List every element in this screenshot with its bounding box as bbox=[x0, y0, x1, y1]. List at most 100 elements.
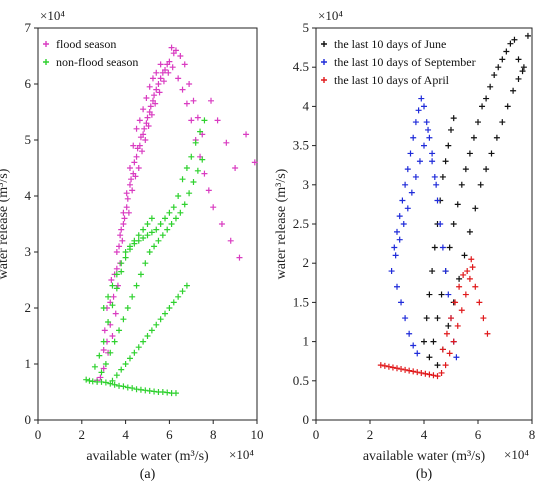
panel-1-series-1-point-98 bbox=[143, 95, 150, 101]
panel-1-series-2-point-38 bbox=[157, 221, 164, 227]
panel-1-series-1-point-68 bbox=[152, 100, 159, 107]
panel-2-series-3-point-10 bbox=[414, 369, 421, 376]
panel-1-series-1-point-39 bbox=[116, 243, 123, 250]
panel-1-series-2-point-55 bbox=[124, 305, 131, 311]
panel-2-series-1-point-29 bbox=[456, 275, 463, 282]
panel-2-series-2-point-4 bbox=[399, 197, 406, 204]
panel-1-series-1-point-5 bbox=[109, 333, 116, 339]
panel-2-series-2-point-17 bbox=[434, 197, 441, 204]
panel-2-series-1-point-37 bbox=[499, 119, 506, 126]
panel-2-series-1-point-6 bbox=[446, 244, 453, 251]
panel-2-series-2-point-37 bbox=[394, 283, 400, 290]
panel-1-series-1-point-79 bbox=[201, 170, 208, 177]
panel-1-series-1-point-96 bbox=[136, 117, 143, 124]
panel-1-series-2-point-72 bbox=[199, 156, 206, 163]
panel-1-series-1-point-52 bbox=[162, 67, 169, 73]
panel-2-series-1-point-38 bbox=[504, 103, 511, 110]
panel-2-series-2-point-42 bbox=[414, 350, 421, 357]
panel-1-series-2-point-52 bbox=[111, 338, 118, 345]
panel-1-series-1-point-80 bbox=[205, 187, 212, 194]
panel-2-series-3-point-23 bbox=[466, 275, 473, 282]
panel-1-series-2-point-60 bbox=[146, 249, 153, 255]
panel-1-series-2-point-102 bbox=[148, 215, 155, 222]
panel-1-series-1-point-75 bbox=[183, 100, 190, 107]
panel-2-series-1-point-17 bbox=[491, 72, 498, 79]
panel-1-y-tick-label-2: 1 bbox=[25, 356, 32, 371]
panel-2-series-1-point-33 bbox=[477, 181, 484, 188]
panel-1-x-multiplier: ×10⁴ bbox=[229, 447, 254, 462]
panel-1-series-2-point-93 bbox=[109, 282, 116, 289]
panel-2-series-2-point-9 bbox=[412, 119, 419, 126]
panel-1-series-1-point-50 bbox=[153, 86, 160, 93]
panel-1-series-1-point-97 bbox=[140, 106, 147, 113]
panel-2-series-3-point-8 bbox=[406, 367, 413, 374]
panel-1-series-1-point-55 bbox=[101, 327, 108, 334]
panel-2-x-tick-label-3: 4 bbox=[421, 427, 428, 442]
panel-2-series-1-point-1 bbox=[426, 354, 433, 361]
panel-1-series-1-point-101 bbox=[153, 69, 160, 76]
panel-1-series-2-point-59 bbox=[142, 260, 149, 267]
panel-2-series-1-point-23 bbox=[515, 56, 522, 63]
panel-1-series-2-point-95 bbox=[118, 260, 125, 267]
panel-1-series-1-point-61 bbox=[129, 187, 136, 194]
panel-2-series-1-point-35 bbox=[488, 150, 495, 157]
panel-1-series-1-point-93 bbox=[126, 165, 133, 171]
panel-2-y-tick-label-4: 1.5 bbox=[293, 294, 309, 309]
panel-2-x-axis-label: available water (m³/s) bbox=[363, 449, 486, 464]
panel-1-series-1-point-53 bbox=[166, 58, 173, 65]
panel-2-x-tick-label-2: 2 bbox=[367, 427, 374, 442]
panel-2-y-multiplier: ×10⁴ bbox=[318, 8, 343, 23]
panel-1-series-1-point-45 bbox=[136, 142, 143, 149]
panel-2-series-1-point-43 bbox=[421, 338, 427, 345]
panel-2-series-1-point-8 bbox=[454, 201, 461, 208]
panel-2-series-3-point-33 bbox=[472, 283, 479, 290]
panel-2-legend-marker-2 bbox=[321, 59, 327, 65]
panel-2-x-tick-label-4: 6 bbox=[475, 427, 482, 442]
panel-1-series-2-point-26 bbox=[105, 319, 112, 325]
panel-1-series-1-point-60 bbox=[125, 209, 132, 216]
panel-1-series-1-point-67 bbox=[148, 111, 155, 118]
panel-1-series-2-point-92 bbox=[105, 293, 112, 300]
panel-1-series-1-point-72 bbox=[169, 64, 176, 71]
panel-2-series-3-point-29 bbox=[456, 283, 463, 290]
panel-1-series-1-point-19 bbox=[151, 92, 158, 99]
panel-1-series-1-point-23 bbox=[168, 44, 175, 51]
panel-1-y-tick-label-4: 3 bbox=[25, 244, 32, 259]
panel-1-y-tick-label-5: 4 bbox=[25, 188, 32, 203]
panel-2-x-multiplier: ×10⁴ bbox=[504, 447, 529, 462]
panel-2-series-2-point-14 bbox=[426, 134, 433, 141]
panel-1-series-1-point-58 bbox=[113, 249, 120, 255]
panel-1-series-1-point-27 bbox=[186, 81, 193, 87]
panel-1-x-tick-label-3: 4 bbox=[122, 427, 129, 442]
panel-2-series-3-point-9 bbox=[410, 368, 417, 375]
panel-2-series-1-point-54 bbox=[450, 115, 457, 122]
panel-1-series-1-point-16 bbox=[141, 125, 148, 132]
panel-1-series-2-point-61 bbox=[151, 243, 158, 250]
panel-1-series-1-point-35 bbox=[243, 131, 250, 138]
panel-2-series-1-point-45 bbox=[426, 291, 433, 298]
panel-1-series-1-point-31 bbox=[208, 97, 215, 104]
panel-1-series-1-point-71 bbox=[165, 69, 172, 76]
panel-2-series-3-point-28 bbox=[452, 299, 459, 306]
panel-1-series-1-point-65 bbox=[142, 137, 149, 143]
panel-2-series-1-point-31 bbox=[466, 228, 473, 235]
panel-1-series-1-point-83 bbox=[227, 237, 234, 244]
panel-2-legend-label-3: the last 10 days of April bbox=[334, 73, 450, 87]
panel-1-series-1-point-29 bbox=[194, 114, 201, 121]
panel-2-series-1-point-10 bbox=[462, 166, 469, 173]
panel-1-label: (a) bbox=[140, 467, 156, 482]
panel-2-series-1-point-51 bbox=[442, 158, 449, 165]
panel-2-x-tick-label-1: 0 bbox=[313, 427, 320, 442]
panel-1-series-1-point-89 bbox=[113, 265, 120, 272]
panel-1-series-1-point-63 bbox=[135, 165, 142, 171]
panel-1-series-2-point-99 bbox=[135, 232, 142, 239]
panel-1-series-2-point-45 bbox=[188, 153, 195, 160]
panel-2-series-1-point-14 bbox=[479, 103, 486, 110]
panel-1-series-1-point-44 bbox=[133, 153, 140, 160]
panel-2-series-1-point-47 bbox=[431, 244, 438, 251]
panel-2-series-2-point-18 bbox=[437, 221, 444, 227]
panel-1-series-1-point-20 bbox=[155, 81, 162, 87]
panel-1-legend-marker-1 bbox=[43, 41, 49, 47]
panel-2-y-axis-label: water release (m³/s) bbox=[274, 168, 289, 279]
panel-1-series-2-point-42 bbox=[175, 193, 182, 199]
